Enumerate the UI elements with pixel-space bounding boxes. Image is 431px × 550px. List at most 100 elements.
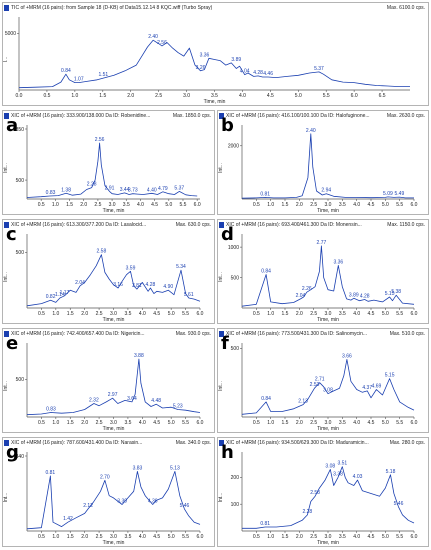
x-tick-label: 4.0	[239, 93, 246, 99]
chart-title: XIC of +MRM (16 pairs): 934.500/629.300 …	[226, 440, 369, 446]
x-tick-label: 5.5	[182, 311, 189, 317]
chromatogram-trace	[26, 471, 201, 530]
peak-label: 5.34	[176, 264, 186, 270]
chart-max-label: Max. 340.0 cps.	[175, 440, 211, 446]
x-tick-label: 1.5	[67, 311, 74, 317]
x-tick-label: 0.5	[38, 534, 45, 540]
x-tick-label: 1.5	[67, 420, 74, 426]
peak-label: 4.28	[360, 293, 370, 299]
peak-label: 3.36	[333, 259, 343, 265]
x-tick-label: 5.5	[182, 534, 189, 540]
trace-color-marker	[219, 222, 224, 228]
chromatogram-trace	[26, 254, 201, 307]
peak-label: 3.73	[128, 188, 138, 194]
x-tick-label: 5.0	[382, 202, 389, 208]
y-axis-label: Int...	[3, 163, 9, 173]
chart-header: XIC of +MRM (16 pairs): 934.500/629.300 …	[218, 438, 428, 448]
peak-label: 0.81	[260, 191, 270, 197]
peak-label: 2.77	[317, 240, 327, 246]
x-tick-label: 1.0	[267, 202, 274, 208]
x-tick-label: 1.5	[282, 311, 289, 317]
x-tick-label: 2.5	[94, 202, 101, 208]
peak-label: 3.64	[127, 396, 137, 402]
chart-max-label: Max. 2630.0 cps.	[386, 113, 425, 119]
x-tick-label: 3.0	[110, 420, 117, 426]
peak-label: 2.71	[315, 377, 325, 383]
chart-header: XIC of +MRM (16 pairs): 333.900/138.000 …	[3, 111, 214, 121]
x-tick-label: 2.0	[81, 534, 88, 540]
peak-label: 2.94	[321, 188, 331, 194]
trace-color-marker	[219, 440, 224, 446]
x-tick-label: 3.5	[211, 93, 218, 99]
peak-label: 3.08	[325, 463, 335, 469]
x-tick-label: 4.5	[153, 534, 160, 540]
chart-max-label: Max. 1150.0 cps.	[387, 222, 425, 228]
x-axis-label: Time, min	[317, 540, 339, 546]
x-tick-label: 2.5	[155, 93, 162, 99]
x-tick-label: 0.5	[43, 93, 50, 99]
peak-label: 4.04	[240, 69, 250, 75]
peak-label: 5.13	[170, 465, 180, 471]
panel-letter-a: a	[6, 115, 19, 136]
x-tick-label: 1.0	[71, 93, 78, 99]
x-tick-label: 1.0	[52, 420, 59, 426]
x-tick-label: 4.0	[137, 202, 144, 208]
peak-label: 4.90	[163, 284, 173, 290]
peak-label: 1.38	[61, 187, 71, 193]
x-tick-label: 2.5	[310, 202, 317, 208]
x-tick-label: 4.0	[353, 534, 360, 540]
panel-letter-b: b	[221, 115, 234, 136]
chart-max-label: Max. 510.0 cps.	[389, 331, 425, 337]
x-tick-label: 3.0	[110, 534, 117, 540]
chart-plot: 0.5 1.0 1.5 2.0 2.5 3.0 3.5 4.0 4.5 5.0 5.5 6.0 500 1…	[218, 234, 418, 323]
peak-label: 3.59	[126, 265, 136, 271]
peak-label: 0.81	[45, 470, 55, 476]
peak-label: 2.26	[302, 286, 312, 292]
peak-label: 1.07	[74, 77, 84, 83]
x-tick-label: 5.0	[382, 534, 389, 540]
x-tick-label: 3.0	[325, 311, 332, 317]
peak-label: 5.38	[391, 289, 401, 295]
x-axis-label: Time, min	[204, 99, 226, 105]
x-tick-label: 6.0	[351, 93, 358, 99]
chromatogram-trace	[26, 142, 198, 198]
peak-label: 0.83	[46, 190, 56, 196]
x-tick-label: 4.0	[353, 420, 360, 426]
x-tick-label: 3.0	[109, 202, 116, 208]
peak-label: 4.37	[362, 385, 372, 391]
x-tick-label: 2.0	[80, 202, 87, 208]
peak-label: 5.15	[385, 291, 395, 297]
peak-label: 3.36	[200, 52, 210, 58]
chart-title: XIC of +MRM (16 pairs): 416.100/100.100 …	[226, 113, 370, 119]
x-tick-label: 2.5	[310, 534, 317, 540]
x-tick-label: 6.0	[197, 311, 204, 317]
peak-label: 0.84	[261, 396, 271, 402]
x-axis-label: Time, min	[317, 317, 339, 323]
chart-title: XIC of +MRM (16 pairs): 773.500/431.300 …	[226, 331, 368, 337]
chart-title: XIC of +MRM (16 pairs): 613.300/377.200 …	[11, 222, 147, 228]
x-tick-label: 3.5	[339, 534, 346, 540]
x-tick-label: 1.5	[282, 202, 289, 208]
x-tick-label: 1.0	[52, 311, 59, 317]
peak-label: 5.49	[395, 191, 405, 197]
x-tick-label: 0.5	[38, 311, 45, 317]
chart-panel-b: XIC of +MRM (16 pairs): 416.100/100.100 …	[217, 110, 429, 215]
peak-label: 1.42	[63, 516, 73, 522]
y-tick-label: 340	[16, 454, 25, 460]
peak-label: 3.16	[113, 282, 123, 288]
y-tick-label: 500	[16, 377, 25, 383]
chart-panel-g: XIC of +MRM (16 pairs): 787.600/431.400 …	[2, 437, 215, 547]
chart-panel-a: XIC of +MRM (16 pairs): 333.900/138.000 …	[2, 110, 215, 215]
x-tick-label: 1.0	[267, 534, 274, 540]
peak-label: 3.89	[349, 292, 359, 298]
x-tick-label: 3.5	[124, 420, 131, 426]
x-tick-label: 2.0	[296, 534, 303, 540]
peak-label: 2.28	[87, 182, 97, 188]
peak-label: 2.40	[148, 34, 158, 40]
x-tick-label: 2.0	[296, 420, 303, 426]
x-axis-label: Time, min	[103, 426, 125, 432]
peak-label: 5.18	[386, 469, 396, 475]
peak-label: 3.66	[342, 353, 352, 359]
chart-max-label: Max. 930.0 cps.	[175, 331, 211, 337]
peak-label: 2.91	[105, 185, 115, 191]
